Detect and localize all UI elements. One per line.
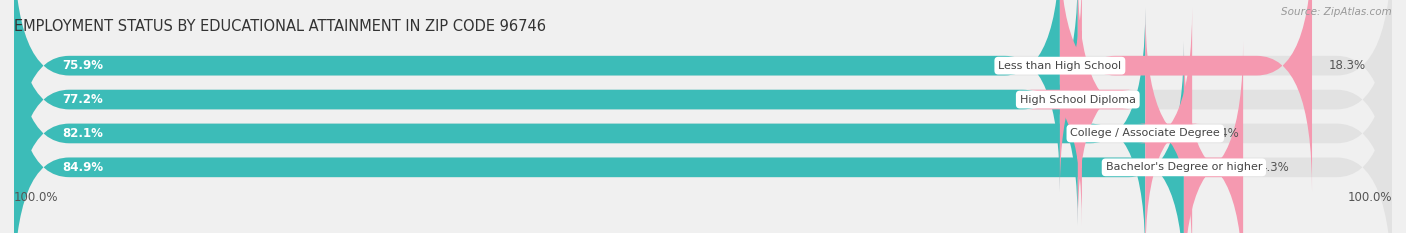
FancyBboxPatch shape [1137, 8, 1201, 233]
FancyBboxPatch shape [14, 8, 1146, 233]
FancyBboxPatch shape [14, 42, 1184, 233]
Text: 0.3%: 0.3% [1098, 93, 1128, 106]
Text: Less than High School: Less than High School [998, 61, 1122, 71]
Text: EMPLOYMENT STATUS BY EDUCATIONAL ATTAINMENT IN ZIP CODE 96746: EMPLOYMENT STATUS BY EDUCATIONAL ATTAINM… [14, 19, 546, 34]
FancyBboxPatch shape [14, 0, 1078, 225]
Text: 4.3%: 4.3% [1260, 161, 1289, 174]
Text: College / Associate Degree: College / Associate Degree [1070, 128, 1220, 138]
Text: High School Diploma: High School Diploma [1019, 95, 1136, 105]
FancyBboxPatch shape [14, 42, 1392, 233]
FancyBboxPatch shape [14, 0, 1060, 191]
FancyBboxPatch shape [1026, 0, 1133, 225]
Text: Bachelor's Degree or higher: Bachelor's Degree or higher [1105, 162, 1263, 172]
FancyBboxPatch shape [14, 0, 1392, 191]
Text: 75.9%: 75.9% [62, 59, 103, 72]
Text: 100.0%: 100.0% [14, 191, 59, 204]
FancyBboxPatch shape [1184, 42, 1243, 233]
Text: 100.0%: 100.0% [1347, 191, 1392, 204]
FancyBboxPatch shape [1060, 0, 1312, 191]
Text: 3.4%: 3.4% [1209, 127, 1239, 140]
Text: 18.3%: 18.3% [1329, 59, 1365, 72]
FancyBboxPatch shape [14, 8, 1392, 233]
Text: 82.1%: 82.1% [62, 127, 103, 140]
FancyBboxPatch shape [14, 0, 1392, 225]
Text: 84.9%: 84.9% [62, 161, 104, 174]
Text: 77.2%: 77.2% [62, 93, 103, 106]
Text: Source: ZipAtlas.com: Source: ZipAtlas.com [1281, 7, 1392, 17]
